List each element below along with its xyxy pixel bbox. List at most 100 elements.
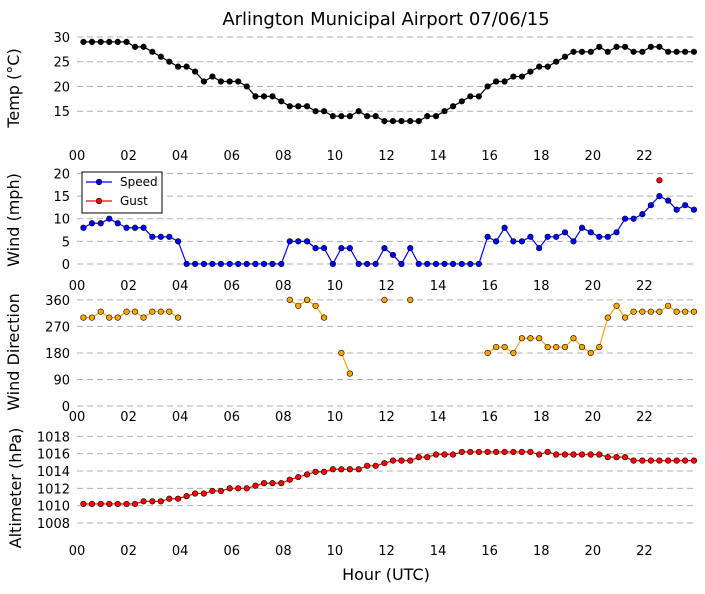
data-point bbox=[682, 202, 689, 209]
data-point bbox=[338, 466, 345, 473]
data-point bbox=[449, 451, 457, 458]
data-point bbox=[587, 229, 594, 236]
data-point bbox=[561, 53, 569, 60]
x-tick-label: 12 bbox=[378, 410, 395, 425]
x-tick-label: 16 bbox=[481, 149, 498, 164]
data-point bbox=[596, 343, 603, 351]
data-point bbox=[217, 78, 225, 85]
data-point bbox=[518, 73, 526, 80]
y-tick-label: 1018 bbox=[37, 430, 70, 445]
legend-swatch-marker bbox=[95, 197, 103, 205]
y-tick-label: 5 bbox=[62, 235, 70, 250]
data-point bbox=[175, 495, 182, 502]
y-tick-label: 90 bbox=[53, 374, 70, 389]
data-point bbox=[424, 454, 431, 461]
data-point bbox=[149, 48, 156, 55]
y-tick-label: 20 bbox=[53, 168, 70, 183]
x-tick-label: 00 bbox=[69, 149, 86, 164]
data-point bbox=[647, 457, 654, 464]
data-point bbox=[510, 349, 517, 357]
data-point bbox=[682, 308, 689, 315]
data-point bbox=[407, 457, 414, 464]
y-tick-label: 1016 bbox=[37, 448, 70, 463]
data-point bbox=[613, 302, 620, 309]
x-tick-label: 14 bbox=[430, 149, 447, 164]
x-tick-label: 14 bbox=[430, 279, 447, 294]
data-point bbox=[364, 260, 371, 268]
data-point bbox=[295, 103, 302, 110]
data-point bbox=[364, 113, 371, 120]
data-point bbox=[80, 224, 87, 231]
x-tick-label: 02 bbox=[120, 279, 137, 294]
data-point bbox=[260, 480, 268, 487]
data-point bbox=[140, 314, 147, 321]
data-point bbox=[295, 302, 302, 309]
data-point bbox=[286, 103, 293, 110]
data-point bbox=[131, 500, 139, 508]
data-point bbox=[320, 314, 328, 321]
x-tick-label: 06 bbox=[223, 279, 240, 294]
data-point bbox=[604, 314, 611, 321]
data-point bbox=[493, 238, 500, 245]
data-point bbox=[114, 38, 121, 46]
data-point bbox=[243, 83, 250, 90]
data-point bbox=[587, 451, 594, 458]
data-point bbox=[682, 48, 689, 55]
data-point bbox=[312, 245, 319, 252]
data-point bbox=[536, 63, 543, 70]
data-point bbox=[278, 98, 285, 105]
panel-temp: 15 20 25 30 00 02 04 06 08 10 12 14 16 18 20 22 Temp (°C… bbox=[4, 31, 698, 164]
data-point bbox=[398, 117, 405, 125]
data-point bbox=[467, 448, 474, 456]
x-tick-label: 08 bbox=[275, 279, 292, 294]
data-point bbox=[183, 260, 190, 268]
data-point bbox=[183, 63, 190, 70]
data-point bbox=[123, 308, 130, 315]
data-point bbox=[407, 296, 414, 303]
data-point bbox=[355, 108, 362, 115]
data-point bbox=[484, 349, 491, 357]
data-point bbox=[149, 308, 156, 315]
data-point bbox=[346, 466, 353, 473]
data-point bbox=[243, 260, 250, 268]
data-point bbox=[449, 103, 457, 110]
data-point bbox=[269, 480, 276, 487]
x-tick-label: 18 bbox=[533, 279, 550, 294]
y-tick-label: 180 bbox=[45, 347, 70, 362]
data-point bbox=[217, 260, 225, 268]
data-point bbox=[518, 238, 526, 245]
data-point bbox=[226, 485, 233, 492]
y-tick-label: 15 bbox=[53, 190, 70, 205]
data-point bbox=[209, 487, 216, 495]
data-point bbox=[286, 476, 293, 483]
data-point bbox=[596, 43, 603, 50]
data-point bbox=[484, 233, 491, 240]
data-point bbox=[140, 43, 147, 50]
data-point bbox=[647, 308, 654, 315]
data-point bbox=[235, 260, 242, 268]
data-point bbox=[432, 260, 440, 268]
data-point bbox=[630, 457, 637, 464]
data-point bbox=[80, 38, 87, 46]
data-point bbox=[493, 448, 500, 456]
legend-label: Speed bbox=[120, 175, 158, 189]
data-point bbox=[493, 343, 500, 351]
data-point bbox=[389, 251, 397, 259]
data-point bbox=[493, 78, 500, 85]
data-point bbox=[106, 38, 113, 46]
data-point bbox=[209, 260, 216, 268]
data-point bbox=[88, 220, 96, 227]
data-point bbox=[656, 457, 663, 464]
y-tick-label: 20 bbox=[53, 80, 70, 95]
data-point bbox=[355, 466, 362, 473]
data-point bbox=[501, 78, 508, 85]
data-point bbox=[226, 260, 233, 268]
legend-box bbox=[81, 171, 163, 214]
data-point bbox=[621, 43, 629, 50]
y-tick-label: 270 bbox=[45, 320, 70, 335]
y-axis-label: Wind (mph) bbox=[4, 173, 23, 267]
data-point bbox=[166, 58, 173, 65]
data-point bbox=[372, 260, 379, 268]
data-point bbox=[175, 238, 182, 245]
data-point bbox=[536, 335, 543, 342]
